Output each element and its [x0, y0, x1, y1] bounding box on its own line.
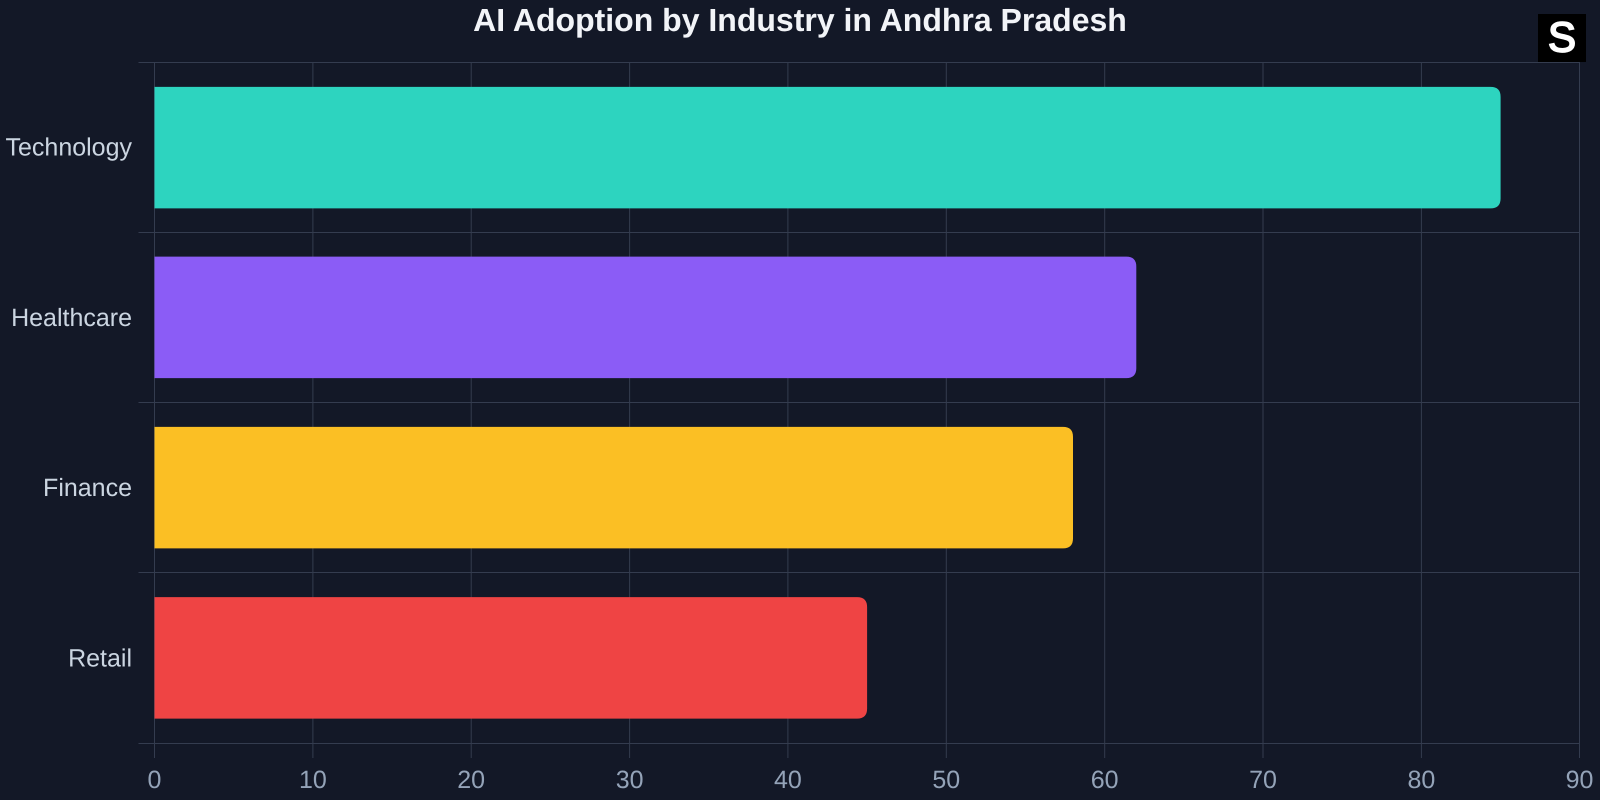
svg-text:60: 60: [1091, 766, 1119, 794]
svg-text:AI Adoption by Industry in And: AI Adoption by Industry in Andhra Prades…: [473, 2, 1127, 38]
svg-text:70: 70: [1249, 766, 1277, 794]
svg-text:S: S: [1548, 14, 1576, 61]
svg-text:Technology: Technology: [6, 134, 133, 162]
svg-text:40: 40: [774, 766, 802, 794]
svg-text:Healthcare: Healthcare: [11, 304, 132, 332]
svg-text:50: 50: [932, 766, 960, 794]
svg-text:Retail: Retail: [68, 645, 132, 673]
svg-text:10: 10: [299, 766, 327, 794]
svg-text:30: 30: [616, 766, 644, 794]
svg-text:80: 80: [1407, 766, 1435, 794]
svg-text:0: 0: [148, 766, 162, 794]
svg-text:Finance: Finance: [43, 474, 132, 502]
svg-text:20: 20: [457, 766, 485, 794]
svg-text:90: 90: [1566, 766, 1594, 794]
